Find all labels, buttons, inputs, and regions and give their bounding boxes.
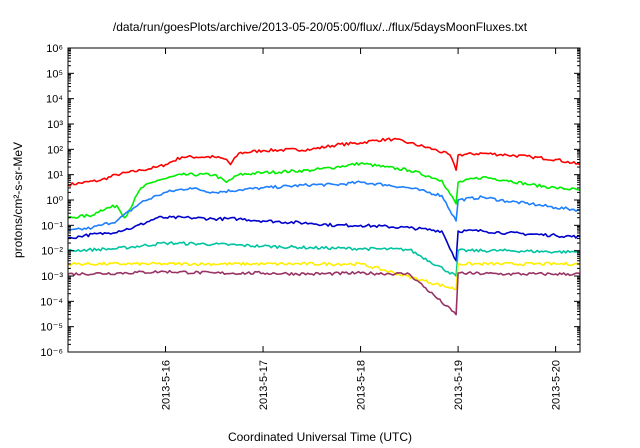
y-tick-label: 10³ <box>47 119 63 131</box>
y-tick-label: 10⁻¹ <box>41 220 63 232</box>
series-line-5 <box>67 261 581 291</box>
y-tick-label: 10¹ <box>47 170 63 182</box>
y-axis-label: protons/cm²-s-sr-MeV <box>11 142 25 258</box>
y-tick-label: 10⁻⁴ <box>40 296 63 308</box>
series-line-1 <box>67 161 581 219</box>
y-tick-label: 10⁴ <box>46 94 63 106</box>
chart-title: /data/run/goesPlots/archive/2013-05-20/0… <box>112 20 528 34</box>
x-axis-label: Coordinated Universal Time (UTC) <box>227 430 413 444</box>
x-tick-label: 2013-5-18 <box>356 360 368 410</box>
x-tick-label: 2013-5-19 <box>453 360 465 410</box>
x-tick-label: 2013-5-16 <box>161 360 173 410</box>
series-line-4 <box>67 241 581 277</box>
y-tick-label: 10⁵ <box>46 68 63 80</box>
y-tick-label: 10⁰ <box>46 195 63 207</box>
y-tick-label: 10⁻³ <box>41 271 63 283</box>
y-tick-label: 10² <box>47 144 63 156</box>
y-tick-label: 10⁻⁵ <box>40 322 63 334</box>
y-tick-label: 10⁶ <box>46 43 63 55</box>
series-line-0 <box>67 137 581 187</box>
x-tick-label: 2013-5-17 <box>258 360 270 410</box>
series-line-2 <box>67 180 581 232</box>
y-tick-label: 10⁻⁶ <box>40 347 63 359</box>
y-tick-label: 10⁻² <box>41 246 63 258</box>
x-tick-label: 2013-5-20 <box>551 360 563 410</box>
series-line-3 <box>67 215 581 262</box>
series-line-6 <box>67 269 581 316</box>
